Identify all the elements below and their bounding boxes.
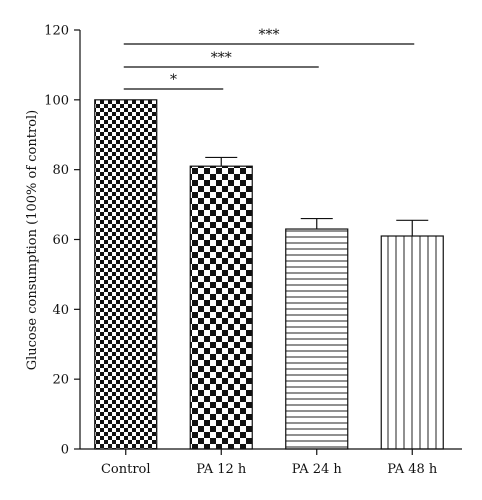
y-tick-label: 100 (44, 93, 69, 108)
x-tick-label: PA 12 h (196, 462, 247, 477)
bar-2 (189, 165, 253, 450)
bar-1 (94, 99, 158, 450)
bar-4 (380, 235, 444, 450)
x-axis: Control PA 12 h PA 24 h PA 48 h (80, 448, 462, 477)
y-axis-title: Glucose consumption (100% of control) (25, 110, 40, 371)
y-tick-label: 0 (61, 443, 69, 458)
bars (94, 99, 444, 450)
significance-label: *** (211, 50, 232, 66)
y-tick-label: 120 (44, 24, 69, 39)
x-tick-label: Control (101, 462, 151, 477)
x-tick-label: PA 48 h (387, 462, 438, 477)
significance-label: * (170, 72, 177, 88)
y-tick-label: 60 (52, 233, 69, 248)
y-tick-label: 40 (52, 303, 69, 318)
significance-annotations: ******* (123, 27, 415, 90)
significance-label: *** (259, 27, 280, 43)
y-axis: 0 20 40 60 80 100 120 (44, 24, 81, 458)
y-tick-label: 20 (52, 373, 69, 388)
bar-3 (285, 228, 349, 450)
y-tick-label: 80 (52, 163, 69, 178)
x-tick-label: PA 24 h (292, 462, 343, 477)
